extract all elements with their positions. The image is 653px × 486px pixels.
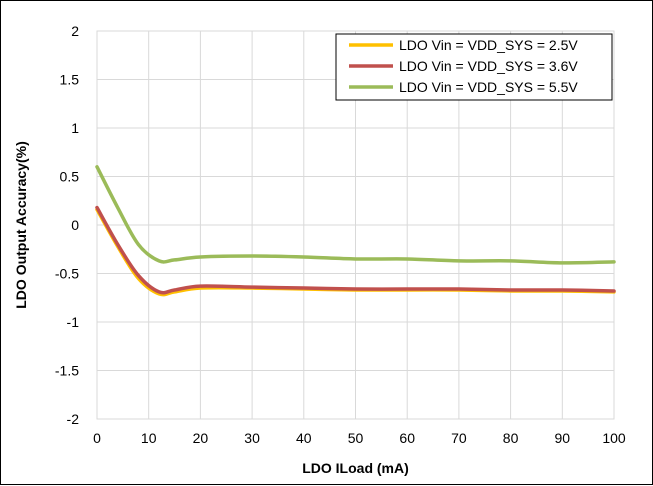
- y-tick-label: 0: [71, 217, 79, 233]
- x-tick-label: 100: [602, 430, 626, 446]
- plot-area-border: [96, 30, 615, 420]
- x-tick-label: 50: [348, 430, 364, 446]
- series-line-3: [95, 165, 616, 265]
- x-tick-label: 20: [193, 430, 209, 446]
- x-tick-label: 60: [399, 430, 415, 446]
- legend: LDO Vin = VDD_SYS = 2.5V LDO Vin = VDD_SY…: [335, 33, 613, 101]
- legend-label-3: LDO Vin = VDD_SYS = 5.5V: [399, 79, 578, 95]
- x-tick-label: 90: [555, 430, 571, 446]
- series-line-2: [95, 205, 616, 295]
- x-tick-label: 70: [451, 430, 467, 446]
- legend-label-1: LDO Vin = VDD_SYS = 2.5V: [399, 37, 578, 53]
- y-tick-label: -2: [67, 411, 80, 427]
- y-tick-label: 1: [71, 120, 79, 136]
- x-tick-label: 30: [244, 430, 260, 446]
- x-tick-labels: 0 10 20 30 40 50 60 70 80 90 100: [93, 430, 626, 446]
- series-lines: [95, 165, 616, 297]
- x-axis-title: LDO ILoad (mA): [302, 460, 409, 476]
- y-tick-label: -0.5: [55, 266, 79, 282]
- y-tick-label: -1.5: [55, 363, 79, 379]
- x-tick-label: 10: [141, 430, 157, 446]
- y-tick-labels: -2 -1.5 -1 -0.5 0 0.5 1 1.5 2: [55, 23, 79, 427]
- y-axis-title: LDO Output Accuracy(%): [13, 141, 29, 309]
- y-tick-label: 2: [71, 23, 79, 39]
- legend-label-2: LDO Vin = VDD_SYS = 3.6V: [399, 58, 578, 74]
- x-tick-label: 40: [296, 430, 312, 446]
- y-tick-label: 0.5: [60, 169, 80, 185]
- x-tick-label: 0: [93, 430, 101, 446]
- y-tick-label: -1: [67, 314, 80, 330]
- y-tick-label: 1.5: [60, 72, 80, 88]
- x-tick-label: 80: [503, 430, 519, 446]
